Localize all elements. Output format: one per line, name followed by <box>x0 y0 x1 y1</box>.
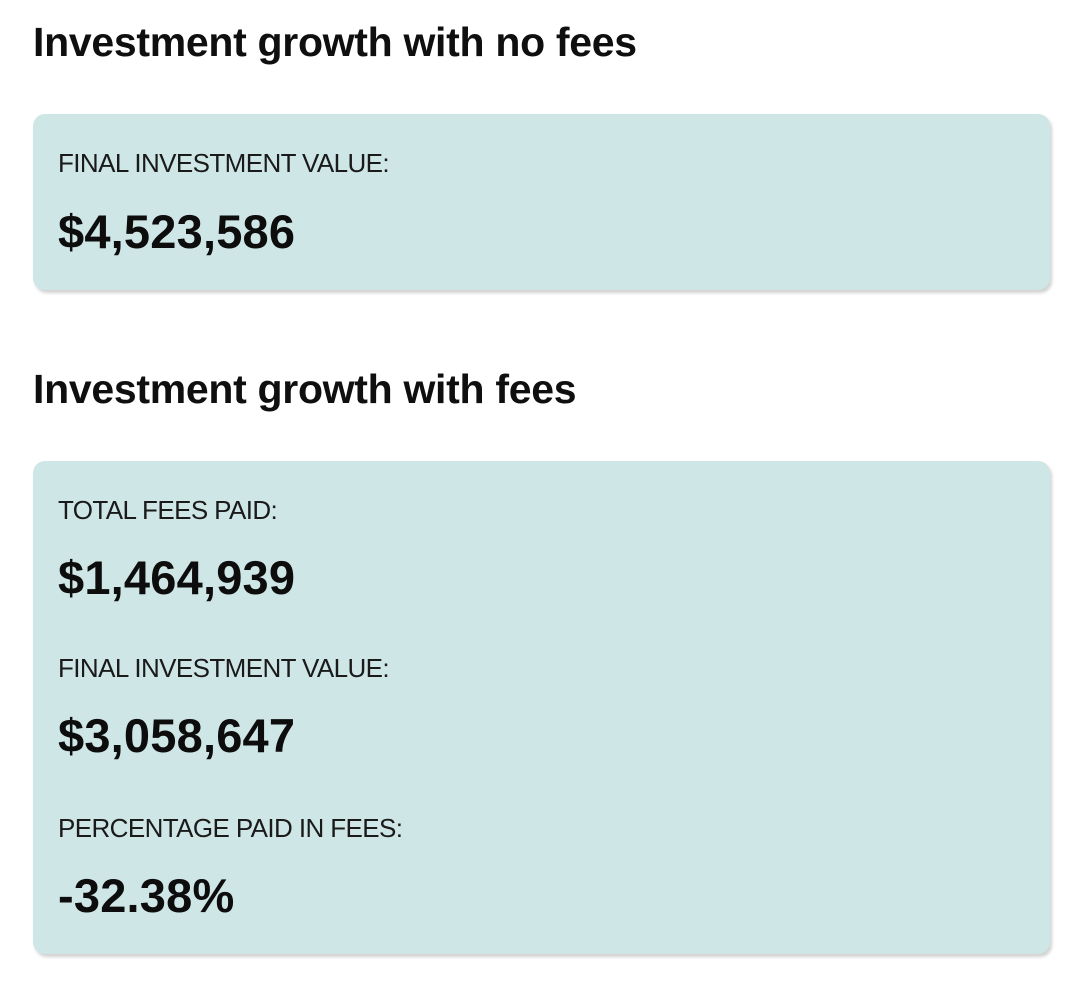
total-fees-paid-label: TOTAL FEES PAID: <box>58 495 278 525</box>
percentage-paid-in-fees-value: -32.38% <box>58 869 235 922</box>
section-title-no-fees: Investment growth with no fees <box>33 19 637 65</box>
final-investment-value-label: FINAL INVESTMENT VALUE: <box>58 653 390 683</box>
final-investment-value-label: FINAL INVESTMENT VALUE: <box>58 148 390 178</box>
section-title-with-fees: Investment growth with fees <box>33 366 577 412</box>
percentage-paid-in-fees-label: PERCENTAGE PAID IN FEES: <box>58 813 403 843</box>
result-card-with-fees: TOTAL FEES PAID: $1,464,939 FINAL INVEST… <box>33 461 1050 954</box>
result-card-no-fees: FINAL INVESTMENT VALUE: $4,523,586 <box>33 114 1050 290</box>
final-investment-value: $4,523,586 <box>58 205 296 258</box>
final-investment-value: $3,058,647 <box>58 709 296 762</box>
total-fees-paid-value: $1,464,939 <box>58 551 296 604</box>
